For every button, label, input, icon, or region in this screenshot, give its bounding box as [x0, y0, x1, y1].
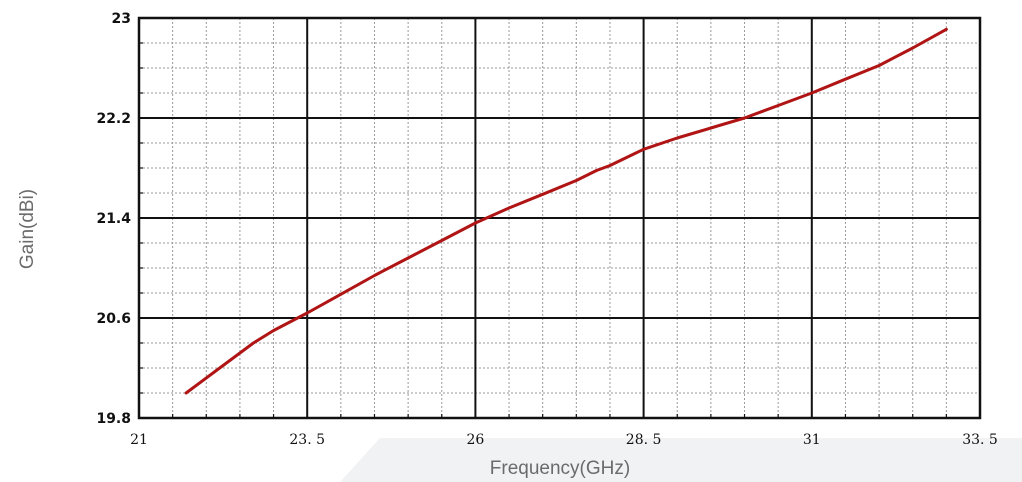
- y-tick-label: 19.8: [96, 411, 131, 427]
- y-axis-title: Gain(dBi): [17, 189, 38, 269]
- x-axis-title: Frequency(GHz): [490, 458, 630, 479]
- y-tick-label: 23: [112, 11, 131, 27]
- major-grid: [138, 17, 981, 419]
- x-tick-label: 21: [130, 432, 148, 448]
- plot-frame: [137, 16, 982, 420]
- x-tick-label: 33. 5: [962, 432, 998, 448]
- x-tick-label: 31: [803, 432, 821, 448]
- series-layer: [184, 27, 948, 395]
- gain-series-line: [184, 27, 948, 395]
- y-tick-label: 20.6: [96, 311, 131, 327]
- y-tick-label: 22.2: [96, 111, 131, 127]
- y-tick-labels: 19.8 20.6 21.4 22.2 23: [96, 11, 131, 427]
- x-tick-labels: 21 23. 5 26 28. 5 31 33. 5: [130, 432, 998, 448]
- y-tick-label: 21.4: [96, 211, 131, 227]
- x-tick-label: 28. 5: [626, 432, 662, 448]
- x-tick-label: 26: [466, 432, 484, 448]
- background-shade: [340, 438, 1022, 482]
- x-tick-label: 23. 5: [289, 432, 325, 448]
